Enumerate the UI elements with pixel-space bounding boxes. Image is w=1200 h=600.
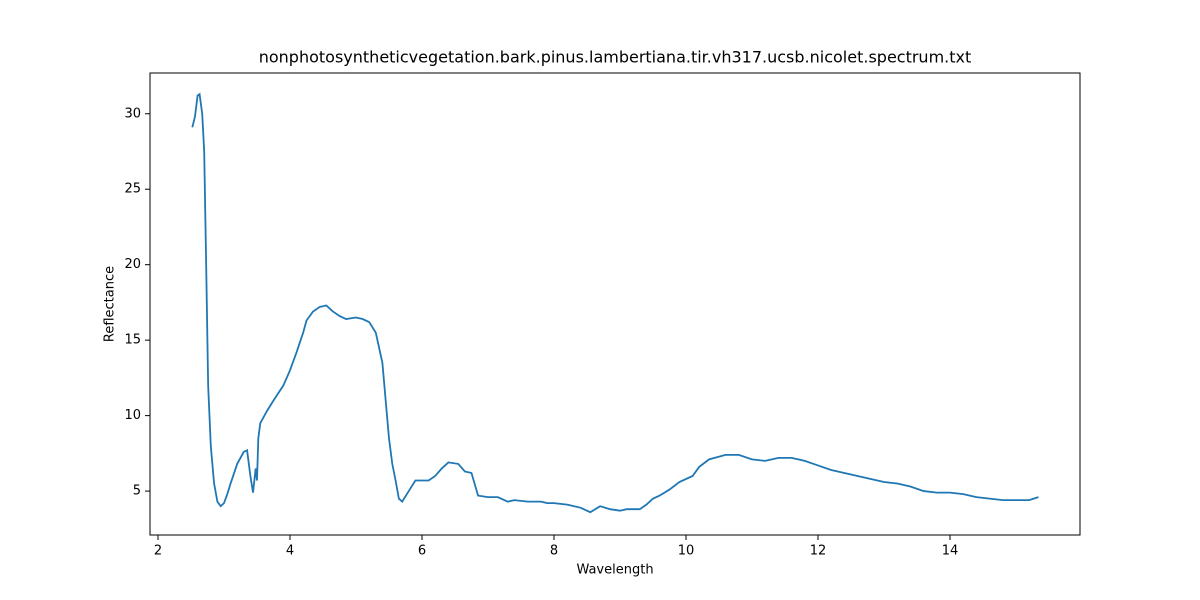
x-tick-label: 2 xyxy=(154,544,162,559)
y-axis-label: Reflectance xyxy=(103,266,118,342)
plot-frame xyxy=(149,72,1081,536)
y-tick-label: 25 xyxy=(124,182,141,197)
x-tick-label: 8 xyxy=(550,544,558,559)
y-tick-label: 10 xyxy=(124,408,141,423)
y-tick-label: 30 xyxy=(124,106,141,121)
x-tick-label: 6 xyxy=(418,544,426,559)
y-tick-label: 5 xyxy=(133,484,141,499)
chart-title: nonphotosyntheticvegetation.bark.pinus.l… xyxy=(259,48,972,67)
x-tick-label: 14 xyxy=(942,544,959,559)
y-tick-label: 15 xyxy=(124,333,141,348)
x-tick-label: 4 xyxy=(286,544,294,559)
x-tick-label: 12 xyxy=(810,544,827,559)
line-series xyxy=(191,92,1039,514)
x-tick-label: 10 xyxy=(678,544,695,559)
y-tick-label: 20 xyxy=(124,257,141,272)
x-axis-label: Wavelength xyxy=(576,563,653,578)
